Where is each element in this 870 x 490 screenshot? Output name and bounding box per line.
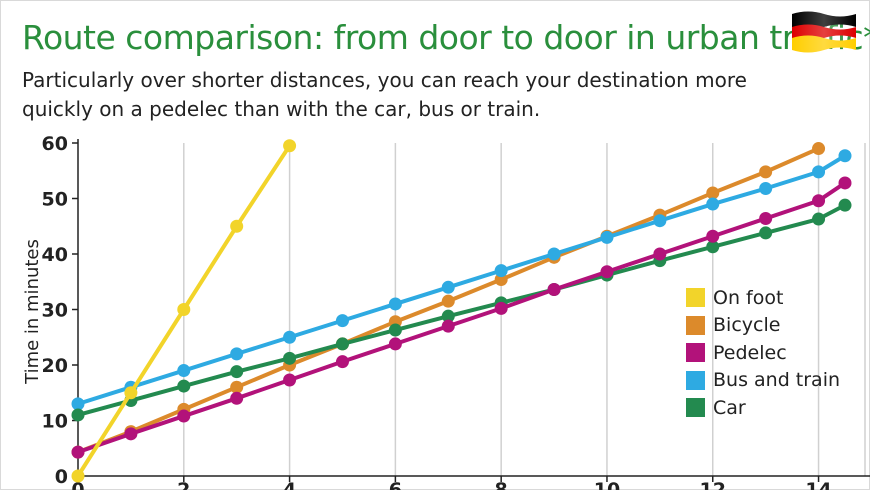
data-point (706, 197, 720, 211)
data-point (124, 386, 138, 400)
data-point (283, 373, 297, 387)
x-tick-label: 2 (177, 479, 190, 490)
series-line (76, 180, 847, 455)
x-tick-label: 4 (283, 479, 296, 490)
data-point (494, 273, 508, 287)
legend-swatch (686, 343, 705, 363)
legend-item: Bicycle (686, 312, 840, 340)
data-point (600, 265, 614, 279)
data-point (71, 408, 85, 422)
data-point (388, 323, 402, 337)
y-tick-label: 10 (42, 411, 68, 433)
legend-label: Car (713, 396, 746, 419)
y-tick-label: 0 (55, 466, 68, 488)
data-point (706, 186, 720, 200)
data-point (441, 309, 455, 323)
legend-item: Pedelec (686, 339, 840, 367)
x-tick-label: 14 (805, 479, 831, 490)
legend-label: Bus and train (713, 369, 841, 392)
data-point (388, 297, 402, 311)
data-point (177, 379, 191, 393)
data-point (838, 198, 852, 212)
data-point (441, 280, 455, 294)
data-point (124, 427, 138, 441)
data-point (335, 337, 349, 351)
x-tick-label: 0 (71, 479, 84, 490)
data-point (494, 301, 508, 315)
data-point (71, 469, 85, 483)
legend-item: Bus and train (686, 367, 840, 395)
data-point (230, 380, 244, 394)
x-tick-label: 10 (594, 479, 620, 490)
data-point (230, 219, 244, 233)
data-point (283, 351, 297, 365)
x-tick-label: 12 (700, 479, 726, 490)
data-point (71, 445, 85, 459)
data-point (177, 303, 191, 316)
x-tick-label: 6 (389, 479, 402, 490)
data-point (230, 391, 244, 405)
data-point (706, 240, 720, 254)
legend-label: Pedelec (713, 341, 787, 364)
data-point (838, 176, 852, 190)
data-point (283, 330, 297, 344)
data-point (600, 230, 614, 244)
series-line (76, 203, 847, 417)
data-point (441, 294, 455, 308)
data-point (230, 365, 244, 379)
data-point (838, 149, 852, 163)
data-point (71, 397, 85, 411)
data-point (812, 142, 826, 156)
page-subtitle: Particularly over shorter distances, you… (22, 68, 747, 121)
y-tick-label: 30 (42, 300, 68, 322)
data-point (441, 319, 455, 333)
legend-swatch (686, 315, 705, 335)
y-axis-label: Time in minutes (22, 239, 43, 385)
legend-swatch (686, 398, 705, 418)
legend-label: On foot (713, 286, 784, 309)
data-point (230, 347, 244, 361)
x-tick-label: 8 (495, 479, 508, 490)
data-point (547, 247, 561, 261)
germany-flag-icon (792, 11, 856, 53)
data-point (653, 214, 667, 228)
data-point (494, 264, 508, 278)
data-point (759, 165, 773, 179)
data-point (177, 409, 191, 423)
y-tick-label: 40 (42, 244, 68, 266)
chart-legend: On foot Bicycle Pedelec Bus and train Car (686, 284, 840, 422)
data-point (388, 337, 402, 351)
legend-swatch (686, 288, 705, 308)
data-point (335, 355, 349, 369)
data-point (547, 283, 561, 297)
data-point (759, 211, 773, 225)
data-point (335, 314, 349, 328)
data-point (812, 194, 826, 208)
data-point (759, 182, 773, 196)
legend-swatch (686, 370, 705, 390)
data-point (812, 165, 826, 179)
data-point (283, 139, 297, 153)
y-tick-label: 50 (42, 189, 68, 211)
page-title: Route comparison: from door to door in u… (22, 18, 870, 57)
data-point (812, 212, 826, 226)
data-point (653, 247, 667, 261)
data-point (177, 364, 191, 378)
legend-item: On foot (686, 284, 840, 312)
legend-item: Car (686, 394, 840, 422)
data-point (759, 226, 773, 240)
series-line (76, 153, 847, 406)
y-tick-label: 60 (42, 133, 68, 155)
legend-label: Bicycle (713, 314, 781, 337)
data-point (706, 229, 720, 243)
y-tick-label: 20 (42, 355, 68, 377)
